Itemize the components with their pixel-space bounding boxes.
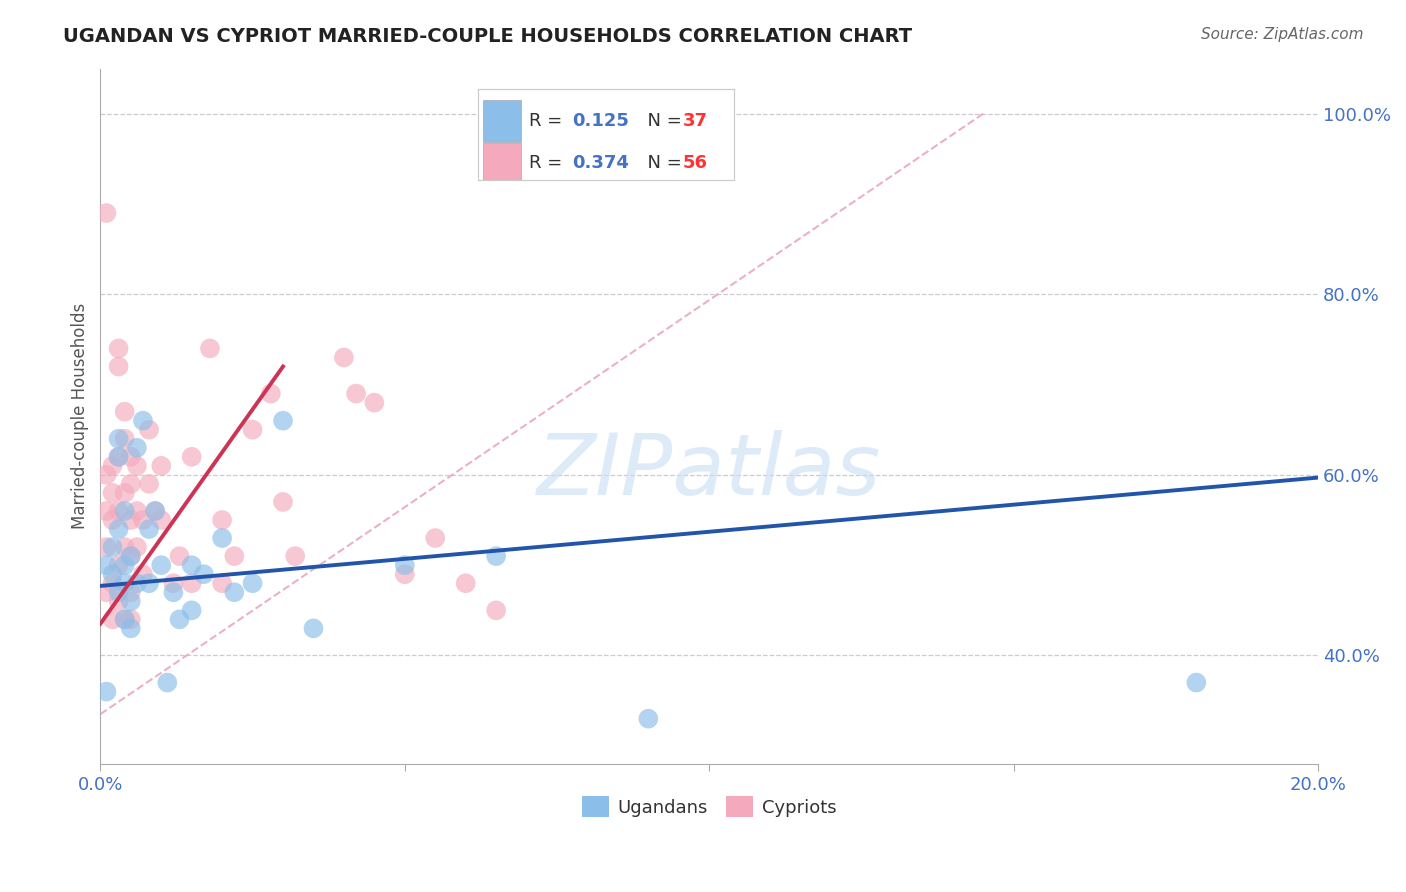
Point (125, 540, 148, 554)
Point (125, 504, 148, 518)
Point (394, 558, 416, 573)
Point (162, 576, 184, 591)
Point (125, 441, 148, 455)
Point (132, 414, 155, 428)
Point (485, 603, 508, 617)
Point (344, 386, 367, 401)
Point (114, 504, 136, 518)
Point (120, 594, 142, 608)
Point (156, 675, 179, 690)
Point (180, 603, 202, 617)
Point (138, 522, 160, 536)
Point (302, 621, 325, 635)
Point (394, 567, 416, 582)
Point (132, 513, 155, 527)
Point (120, 612, 142, 626)
Point (101, 612, 124, 626)
Point (138, 476, 160, 491)
Point (101, 576, 124, 591)
Point (120, 513, 142, 527)
Point (637, 712, 659, 726)
Point (114, 576, 136, 591)
Point (125, 576, 148, 591)
Point (107, 558, 129, 573)
Point (271, 414, 294, 428)
Point (96, 585, 118, 599)
Point (242, 576, 264, 591)
Point (169, 549, 191, 563)
Text: Source: ZipAtlas.com: Source: ZipAtlas.com (1201, 27, 1364, 42)
Point (96, 540, 118, 554)
Point (107, 585, 129, 599)
Point (114, 612, 136, 626)
Point (138, 576, 160, 591)
Point (107, 594, 129, 608)
Point (132, 567, 155, 582)
Point (180, 450, 202, 464)
Point (211, 531, 233, 545)
Point (211, 576, 233, 591)
Point (333, 351, 356, 365)
Point (180, 576, 202, 591)
Point (143, 504, 166, 518)
Point (101, 513, 124, 527)
Text: UGANDAN VS CYPRIOT MARRIED-COUPLE HOUSEHOLDS CORRELATION CHART: UGANDAN VS CYPRIOT MARRIED-COUPLE HOUSEH… (63, 27, 912, 45)
Point (96, 558, 118, 573)
Point (114, 432, 136, 446)
Point (107, 450, 129, 464)
Point (101, 567, 124, 582)
Point (454, 576, 477, 591)
Point (284, 549, 307, 563)
Point (150, 458, 173, 473)
Point (107, 342, 129, 356)
Point (107, 522, 129, 536)
Point (120, 621, 142, 635)
Point (96, 467, 118, 482)
Point (363, 395, 385, 409)
Point (114, 612, 136, 626)
Point (211, 513, 233, 527)
Point (1185, 675, 1208, 690)
Point (120, 585, 142, 599)
Point (120, 549, 142, 563)
Point (224, 585, 246, 599)
Text: ZIPatlas: ZIPatlas (537, 430, 882, 513)
Point (114, 404, 136, 418)
Point (271, 495, 294, 509)
Point (107, 504, 129, 518)
Point (101, 486, 124, 500)
Point (485, 549, 508, 563)
Point (150, 558, 173, 573)
Point (169, 612, 191, 626)
Point (114, 486, 136, 500)
Point (120, 549, 142, 563)
Point (96, 504, 118, 518)
Point (114, 558, 136, 573)
Point (150, 513, 173, 527)
Point (242, 423, 264, 437)
Point (143, 504, 166, 518)
Point (180, 558, 202, 573)
Point (96, 684, 118, 698)
Point (114, 540, 136, 554)
Point (162, 585, 184, 599)
Legend: Ugandans, Cypriots: Ugandans, Cypriots (575, 789, 844, 824)
Point (260, 386, 283, 401)
Y-axis label: Married-couple Households: Married-couple Households (72, 303, 89, 529)
Point (198, 342, 221, 356)
Point (193, 567, 215, 582)
Point (101, 458, 124, 473)
Point (120, 476, 142, 491)
Point (107, 450, 129, 464)
Point (107, 432, 129, 446)
Point (107, 359, 129, 374)
Point (224, 549, 246, 563)
Point (120, 450, 142, 464)
Point (425, 531, 447, 545)
Point (101, 540, 124, 554)
Point (138, 423, 160, 437)
Point (96, 206, 118, 220)
Point (125, 458, 148, 473)
